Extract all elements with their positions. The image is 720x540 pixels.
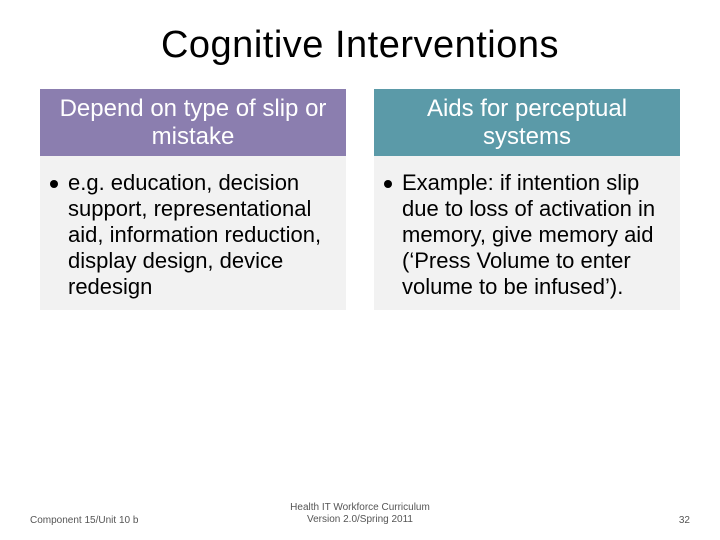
columns-container: Depend on type of slip or mistake e.g. e… xyxy=(40,89,680,310)
column-1-header: Depend on type of slip or mistake xyxy=(40,89,346,156)
column-1-bullet: e.g. education, decision support, repres… xyxy=(50,170,336,300)
footer-left: Component 15/Unit 10 b xyxy=(30,515,250,526)
slide-number: 32 xyxy=(470,515,690,526)
bullet-icon xyxy=(50,180,58,188)
footer-center-line1: Health IT Workforce Curriculum xyxy=(250,502,470,514)
footer: Component 15/Unit 10 b Health IT Workfor… xyxy=(0,502,720,526)
column-2-bullet: Example: if intention slip due to loss o… xyxy=(384,170,670,300)
column-1-bullet-text: e.g. education, decision support, repres… xyxy=(68,170,336,300)
column-2-body: Example: if intention slip due to loss o… xyxy=(374,156,680,310)
bullet-icon xyxy=(384,180,392,188)
column-2-header: Aids for perceptual systems xyxy=(374,89,680,156)
column-1-body: e.g. education, decision support, repres… xyxy=(40,156,346,310)
column-2: Aids for perceptual systems Example: if … xyxy=(374,89,680,310)
column-2-bullet-text: Example: if intention slip due to loss o… xyxy=(402,170,670,300)
footer-center: Health IT Workforce Curriculum Version 2… xyxy=(250,502,470,526)
slide: Cognitive Interventions Depend on type o… xyxy=(0,0,720,540)
footer-center-line2: Version 2.0/Spring 2011 xyxy=(250,514,470,526)
column-1: Depend on type of slip or mistake e.g. e… xyxy=(40,89,346,310)
slide-title: Cognitive Interventions xyxy=(40,24,680,67)
